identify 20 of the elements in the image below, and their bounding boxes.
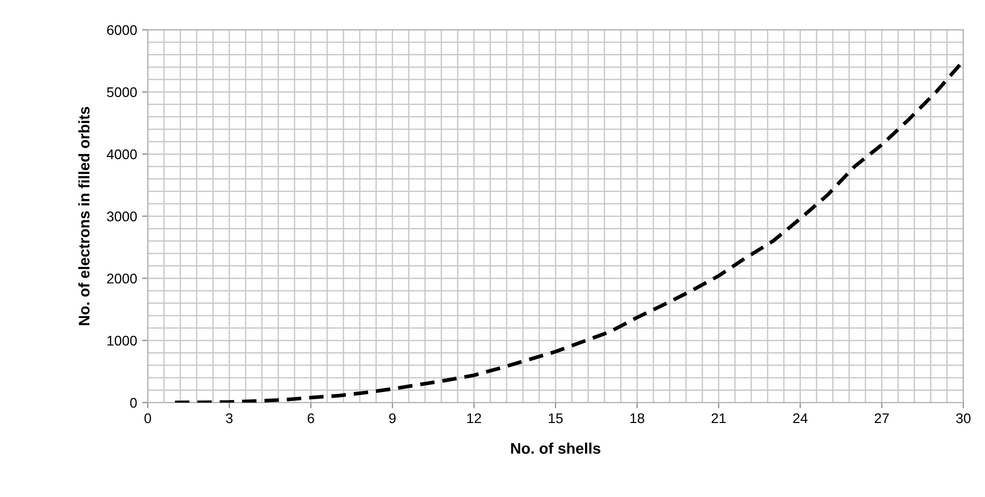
- x-tick-label: 15: [548, 413, 563, 424]
- y-tick-label: 3000: [106, 212, 137, 222]
- x-tick-label: 3: [226, 413, 233, 424]
- y-tick-label: 0: [130, 398, 137, 408]
- x-tick-label: 27: [874, 413, 889, 424]
- x-tick-label: 21: [712, 413, 726, 424]
- y-tick-label: 2000: [107, 274, 137, 284]
- y-tick-label: 5000: [106, 87, 137, 98]
- x-tick-label: 12: [467, 413, 482, 424]
- x-tick-label: 30: [956, 413, 971, 424]
- x-tick-label: 18: [630, 413, 644, 424]
- x-axis-title: No. of shells: [511, 442, 600, 454]
- y-tick-label: 4000: [106, 149, 137, 160]
- x-tick-label: 0: [144, 413, 152, 424]
- x-tick-label: 6: [308, 413, 314, 424]
- y-tick-label: 6000: [107, 25, 137, 35]
- y-tick-label: 1000: [108, 336, 137, 346]
- x-tick-label: 24: [793, 413, 808, 424]
- x-tick-label: 9: [389, 413, 396, 424]
- y-axis-title: No. of electrons in filled orbits: [78, 106, 90, 326]
